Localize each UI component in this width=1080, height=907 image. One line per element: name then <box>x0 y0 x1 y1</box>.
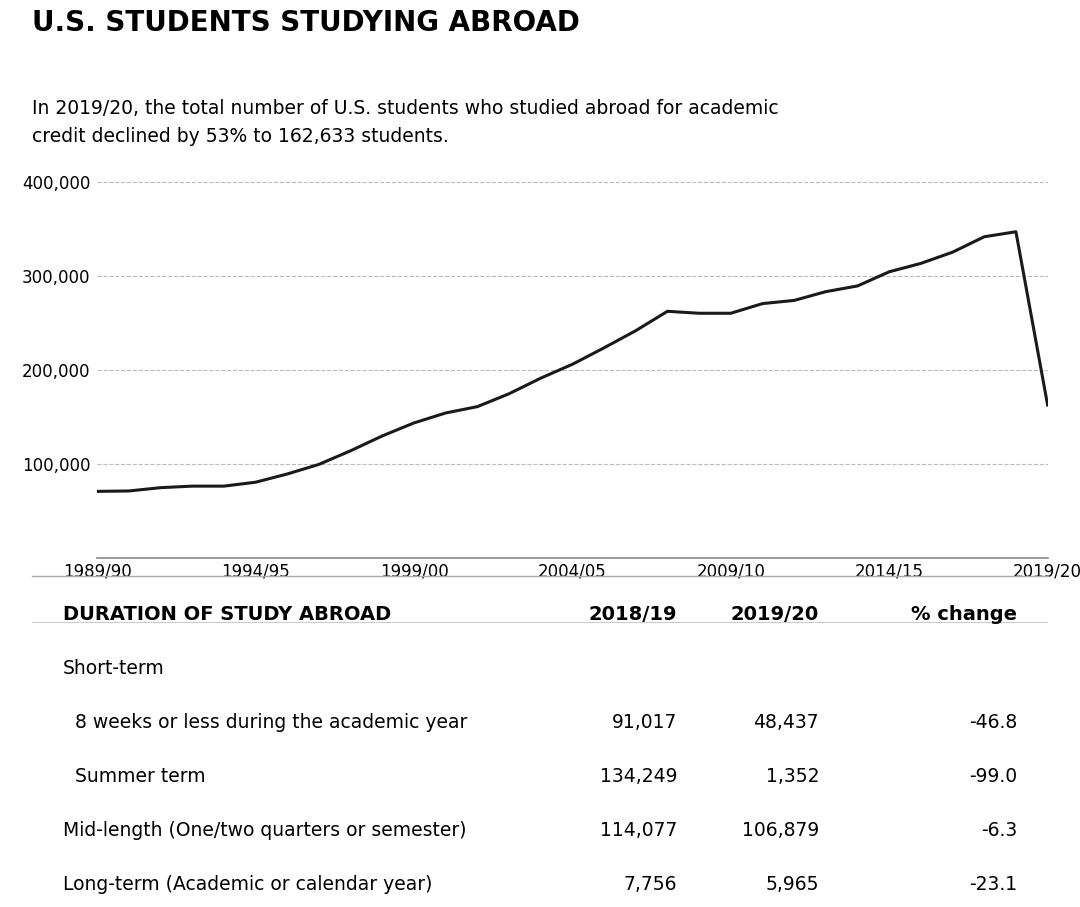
Text: U.S. STUDENTS STUDYING ABROAD: U.S. STUDENTS STUDYING ABROAD <box>32 9 580 37</box>
Text: 106,879: 106,879 <box>742 821 819 840</box>
Text: Short-term: Short-term <box>63 658 164 678</box>
Text: 134,249: 134,249 <box>599 766 677 785</box>
Text: 8 weeks or less during the academic year: 8 weeks or less during the academic year <box>63 713 468 732</box>
Text: 114,077: 114,077 <box>599 821 677 840</box>
Text: 91,017: 91,017 <box>611 713 677 732</box>
Text: 1,352: 1,352 <box>766 766 819 785</box>
Text: Long-term (Academic or calendar year): Long-term (Academic or calendar year) <box>63 874 432 893</box>
Text: Mid-length (One/two quarters or semester): Mid-length (One/two quarters or semester… <box>63 821 467 840</box>
Text: 5,965: 5,965 <box>766 874 819 893</box>
Text: -6.3: -6.3 <box>981 821 1017 840</box>
Text: 2019/20: 2019/20 <box>731 605 819 624</box>
Text: 7,756: 7,756 <box>623 874 677 893</box>
Text: % change: % change <box>912 605 1017 624</box>
Text: Summer term: Summer term <box>63 766 205 785</box>
Text: -46.8: -46.8 <box>969 713 1017 732</box>
Text: 2018/19: 2018/19 <box>589 605 677 624</box>
Text: -99.0: -99.0 <box>969 766 1017 785</box>
Text: -23.1: -23.1 <box>969 874 1017 893</box>
Text: DURATION OF STUDY ABROAD: DURATION OF STUDY ABROAD <box>63 605 391 624</box>
Text: In 2019/20, the total number of U.S. students who studied abroad for academic
cr: In 2019/20, the total number of U.S. stu… <box>32 99 779 146</box>
Text: 48,437: 48,437 <box>754 713 819 732</box>
